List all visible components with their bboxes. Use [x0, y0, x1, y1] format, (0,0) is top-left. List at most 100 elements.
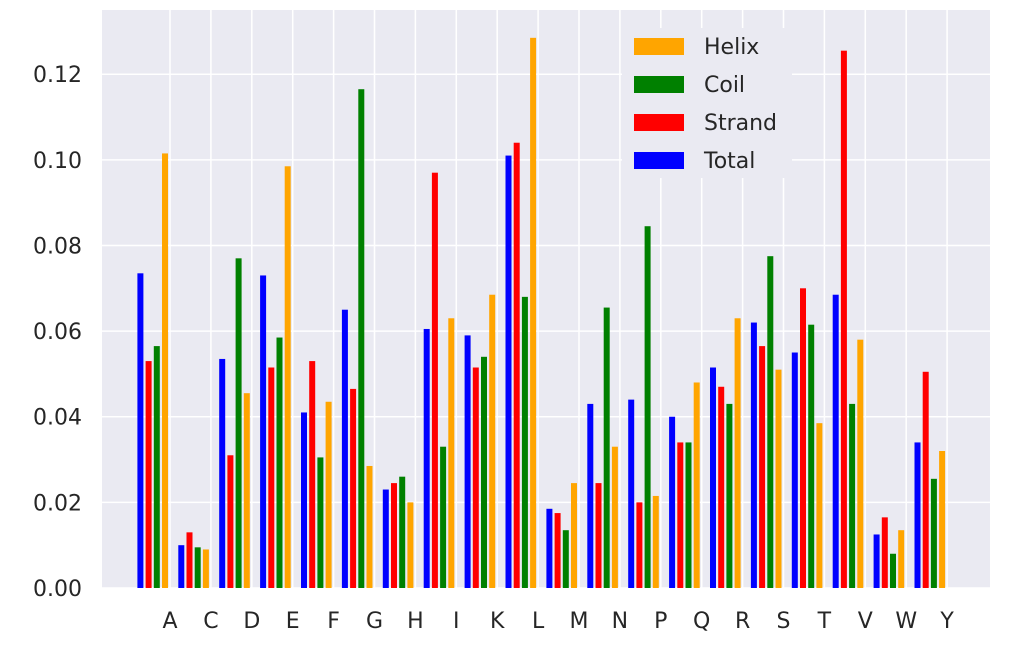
bar-strand-S — [759, 346, 766, 588]
bar-helix-P — [652, 495, 659, 588]
x-tick-label: G — [366, 609, 383, 634]
bar-coil-P — [644, 226, 651, 588]
bar-total-R — [710, 367, 716, 588]
bar-coil-H — [399, 476, 406, 588]
bars — [137, 37, 946, 589]
bar-coil-R — [726, 403, 733, 588]
x-tick-label: Y — [939, 609, 954, 634]
bar-coil-V — [849, 403, 856, 588]
bar-strand-E — [268, 367, 275, 588]
bar-strand-D — [227, 455, 234, 588]
bar-helix-N — [611, 446, 618, 588]
x-tick-label: I — [453, 609, 460, 634]
bar-helix-S — [775, 369, 782, 588]
bar-coil-K — [481, 356, 487, 588]
bar-total-K — [464, 335, 471, 588]
x-tick-label: T — [817, 609, 832, 634]
bar-coil-L — [521, 296, 528, 588]
bar-strand-I — [431, 172, 438, 588]
grid-lines — [102, 10, 990, 589]
bar-helix-H — [407, 502, 414, 588]
bar-total-T — [791, 352, 798, 588]
legend-label-helix: Helix — [704, 35, 759, 60]
x-tick-label: E — [286, 609, 300, 634]
bar-total-G — [341, 309, 348, 588]
bar-coil-N — [603, 307, 610, 588]
x-tick-label: F — [327, 609, 340, 634]
bar-coil-M — [562, 530, 569, 588]
y-tick-label: 0.00 — [33, 577, 82, 602]
bar-helix-W — [898, 530, 905, 588]
bar-total-C — [178, 545, 185, 588]
legend-label-strand: Strand — [704, 111, 777, 136]
bar-total-Y — [914, 442, 921, 588]
bar-total-Q — [669, 416, 676, 588]
bar-total-I — [423, 328, 430, 588]
bar-helix-Q — [693, 382, 700, 588]
x-tick-label: M — [570, 609, 589, 634]
bar-strand-N — [595, 483, 602, 588]
x-tick-label: V — [858, 609, 873, 634]
bar-coil-I — [440, 446, 447, 588]
x-tick-label: Q — [693, 609, 710, 634]
bar-coil-G — [358, 89, 365, 589]
bar-strand-C — [186, 532, 193, 588]
bar-helix-R — [734, 318, 741, 588]
bar-helix-Y — [939, 450, 946, 588]
y-tick-label: 0.02 — [33, 491, 82, 516]
bar-strand-Y — [922, 371, 929, 588]
bar-strand-Q — [677, 442, 684, 588]
bar-total-A — [137, 273, 144, 588]
bar-total-P — [628, 399, 635, 588]
bar-helix-E — [284, 166, 291, 588]
bar-helix-I — [448, 318, 455, 588]
bar-helix-L — [530, 37, 537, 588]
legend: Helix Coil Strand Total — [622, 28, 792, 178]
x-tick-label: H — [407, 609, 424, 634]
bar-helix-T — [816, 423, 823, 588]
bar-coil-D — [235, 258, 242, 588]
bar-strand-M — [554, 513, 561, 588]
x-tick-label: S — [777, 609, 791, 634]
bar-total-E — [260, 275, 267, 588]
bar-total-V — [832, 294, 839, 588]
bar-coil-S — [767, 256, 774, 588]
bar-strand-A — [145, 361, 152, 588]
bar-strand-F — [309, 361, 316, 588]
legend-swatch-strand — [634, 114, 684, 131]
x-tick-label: N — [612, 609, 628, 634]
x-tick-label: W — [895, 609, 917, 634]
bar-coil-W — [890, 553, 896, 588]
bar-helix-C — [202, 549, 209, 588]
bar-strand-K — [472, 367, 479, 588]
x-tick-label: L — [532, 609, 545, 634]
bar-total-N — [587, 403, 594, 588]
y-axis-ticks: 0.00 0.02 0.04 0.06 0.08 0.10 0.12 — [33, 63, 82, 602]
bar-helix-M — [571, 483, 577, 588]
y-tick-label: 0.08 — [33, 234, 82, 259]
y-tick-label: 0.10 — [33, 149, 82, 174]
bar-coil-Q — [685, 442, 692, 588]
legend-swatch-helix — [634, 38, 684, 55]
x-tick-label: P — [654, 609, 667, 634]
x-tick-label: R — [735, 609, 750, 634]
legend-label-coil: Coil — [704, 73, 745, 98]
bar-helix-D — [243, 393, 250, 588]
bar-strand-L — [513, 142, 520, 588]
bar-total-F — [301, 412, 307, 588]
bar-strand-R — [718, 386, 725, 588]
bar-coil-F — [317, 457, 324, 588]
bar-strand-W — [881, 517, 888, 588]
y-tick-label: 0.06 — [33, 320, 82, 345]
bar-helix-G — [366, 465, 373, 588]
y-tick-label: 0.04 — [33, 406, 82, 431]
legend-label-total: Total — [703, 149, 755, 174]
bar-helix-K — [489, 294, 496, 588]
bar-strand-P — [636, 502, 643, 588]
x-tick-label: D — [243, 609, 260, 634]
bar-coil-A — [153, 346, 160, 588]
bar-total-M — [546, 508, 553, 588]
plot-area — [102, 10, 990, 588]
bar-helix-A — [162, 153, 168, 588]
